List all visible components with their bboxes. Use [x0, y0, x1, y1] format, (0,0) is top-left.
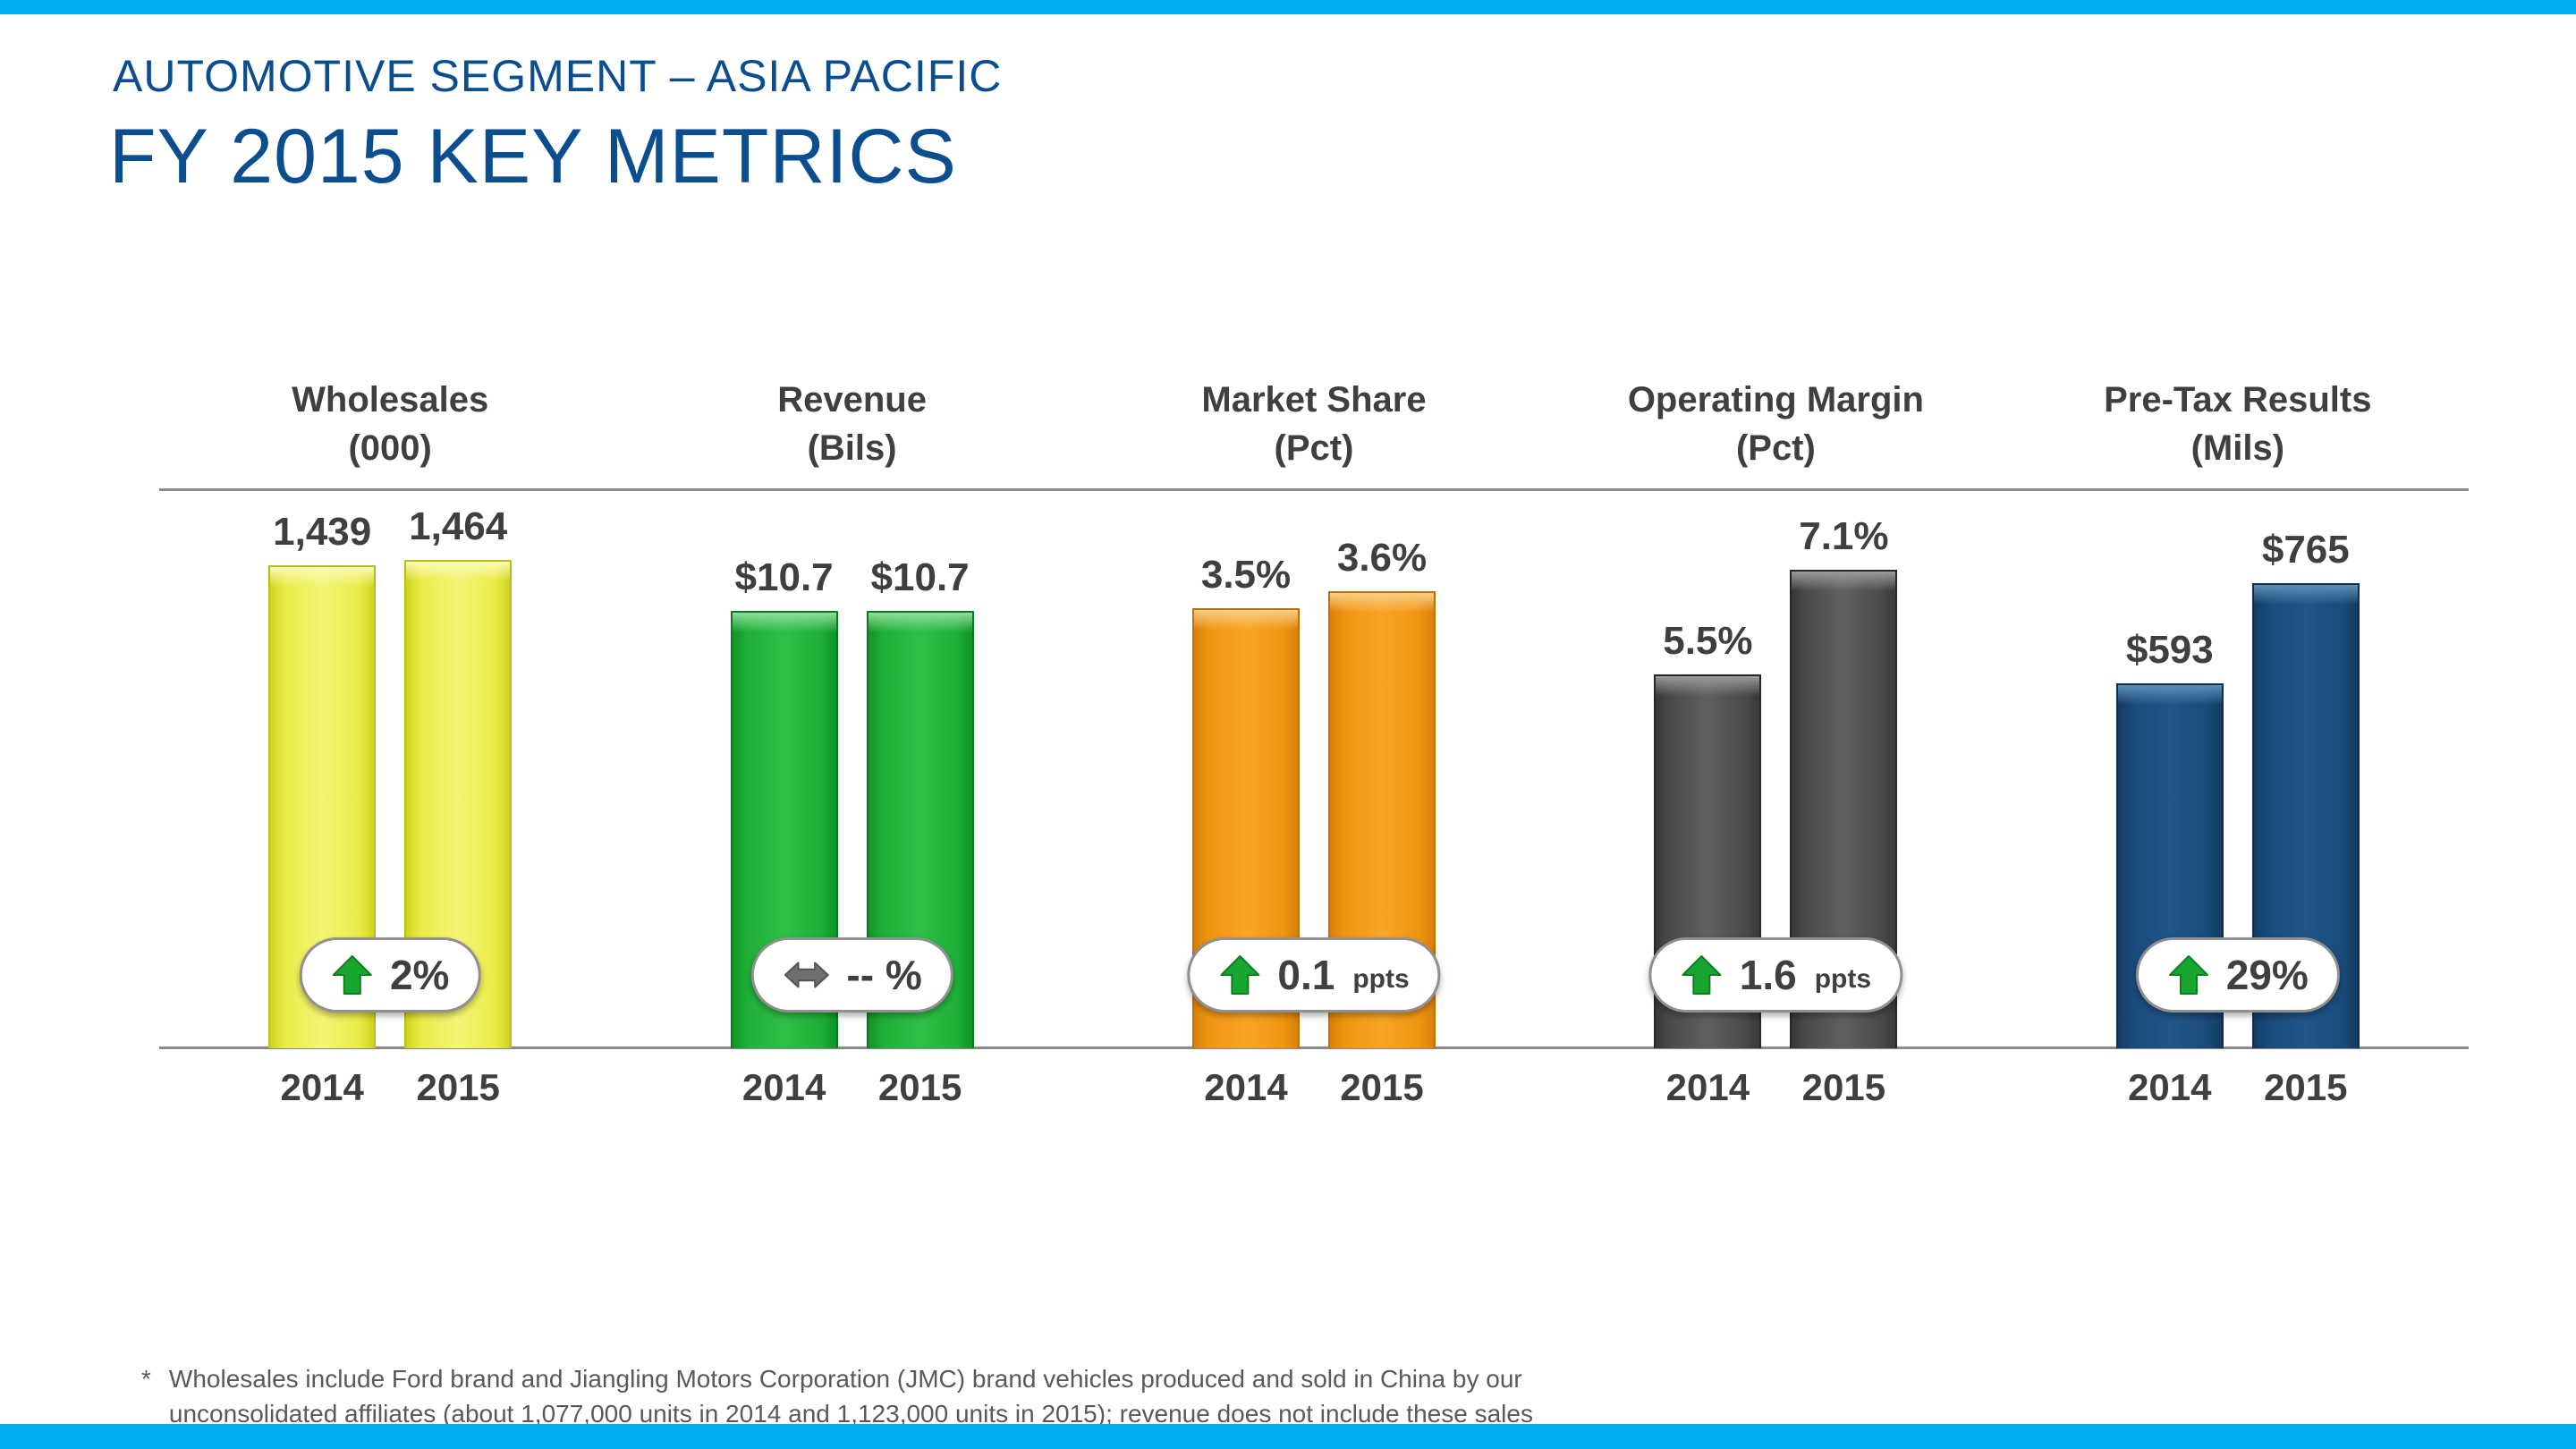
chart-header: Wholesales (000): [148, 376, 631, 472]
change-badge: 29%: [2135, 937, 2340, 1013]
chart-header: Operating Margin (Pct): [1534, 376, 2017, 472]
change-value: -- %: [846, 952, 922, 998]
bar-value-2015: 3.6%: [1336, 536, 1428, 580]
bar-value-2014: $593: [2125, 628, 2214, 672]
year-label-2014: 2014: [280, 1066, 364, 1108]
metric-chart-operating-margin: Operating Margin (Pct) 5.5% 7.1% 1.6 ppt…: [1588, 0, 1963, 1449]
chart-unit: (Bils): [807, 428, 897, 468]
year-label-2015: 2015: [877, 1066, 962, 1108]
baseline-rule: [159, 1046, 2469, 1049]
change-unit: ppts: [1814, 964, 1872, 994]
footnote: * Wholesales include Ford brand and Jian…: [141, 1361, 1636, 1431]
change-badge: 1.6 ppts: [1648, 937, 1903, 1013]
up-arrow-icon: [331, 953, 374, 996]
bar-top-highlight: [1792, 572, 1896, 591]
header-rule: [159, 488, 2469, 491]
bar-value-2015: 1,464: [409, 504, 508, 548]
metric-chart-wholesales: Wholesales (000) 1,439 1,464 2% 2014 201…: [202, 0, 578, 1449]
page-title: FY 2015 KEY METRICS: [109, 114, 957, 199]
metric-chart-revenue: Revenue (Bils) $10.7 $10.7 -- % 2014 201…: [665, 0, 1040, 1449]
chart-header: Market Share (Pct): [1072, 376, 1555, 472]
year-label-2015: 2015: [1801, 1066, 1886, 1108]
year-label-2014: 2014: [741, 1066, 826, 1108]
bar-value-2014: $10.7: [734, 555, 834, 599]
chart-title: Market Share: [1201, 380, 1427, 419]
year-label-2015: 2015: [1340, 1066, 1424, 1108]
bar-top-highlight: [406, 562, 511, 581]
change-value: 1.6: [1739, 952, 1797, 998]
chart-unit: (Mils): [2190, 428, 2285, 468]
change-value: 0.1: [1277, 952, 1335, 998]
change-badge: 0.1 ppts: [1187, 937, 1441, 1013]
bar-top-highlight: [1330, 593, 1434, 613]
change-badge: -- %: [750, 937, 953, 1013]
change-badge: 2%: [299, 937, 481, 1013]
chart-unit: (Pct): [1735, 428, 1816, 468]
change-unit: ppts: [1352, 964, 1410, 994]
year-label-2014: 2014: [1665, 1066, 1750, 1108]
up-arrow-icon: [2167, 953, 2210, 996]
up-arrow-icon: [1218, 953, 1261, 996]
change-value: 2%: [389, 952, 450, 998]
bar-value-2014: 1,439: [273, 510, 372, 554]
change-value: 29%: [2225, 952, 2309, 998]
bar-top-highlight: [1656, 676, 1760, 696]
footnote-marker: *: [141, 1365, 151, 1393]
bar-top-highlight: [868, 613, 972, 632]
year-label-2014: 2014: [1204, 1066, 1288, 1108]
bar-top-highlight: [2117, 685, 2222, 705]
bar-value-2014: 5.5%: [1663, 619, 1753, 663]
up-arrow-icon: [1681, 953, 1724, 996]
chart-unit: (Pct): [1274, 428, 1354, 468]
slide-eyebrow: AUTOMOTIVE SEGMENT – ASIA PACIFIC: [113, 51, 1003, 101]
chart-title: Wholesales: [292, 380, 489, 419]
metric-chart-pre-tax-results: Pre-Tax Results (Mils) $593 $765 29% 201…: [2050, 0, 2426, 1449]
bar-value-2014: 3.5%: [1200, 553, 1292, 597]
bar-top-highlight: [1194, 610, 1298, 630]
chart-header: Pre-Tax Results (Mils): [1996, 376, 2479, 472]
top-accent-bar: [0, 0, 2576, 14]
chart-unit: (000): [348, 428, 432, 468]
bottom-accent-bar: [0, 1424, 2576, 1449]
bar-top-highlight: [732, 613, 836, 632]
bar-top-highlight: [2253, 585, 2358, 605]
footnote-text: Wholesales include Ford brand and Jiangl…: [168, 1365, 1533, 1428]
metric-chart-market-share: Market Share (Pct) 3.5% 3.6% 0.1 ppts 20…: [1126, 0, 1502, 1449]
year-label-2015: 2015: [416, 1066, 500, 1108]
bar-value-2015: 7.1%: [1799, 514, 1889, 558]
bar-top-highlight: [270, 567, 375, 587]
year-label-2014: 2014: [2128, 1066, 2212, 1108]
chart-title: Operating Margin: [1627, 380, 1924, 419]
chart-title: Revenue: [777, 380, 927, 419]
chart-title: Pre-Tax Results: [2104, 380, 2372, 419]
year-label-2015: 2015: [2264, 1066, 2348, 1108]
flat-arrow-icon: [782, 956, 830, 994]
bar-value-2015: $10.7: [870, 555, 970, 599]
bar-value-2015: $765: [2261, 528, 2350, 572]
chart-header: Revenue (Bils): [611, 376, 1094, 472]
